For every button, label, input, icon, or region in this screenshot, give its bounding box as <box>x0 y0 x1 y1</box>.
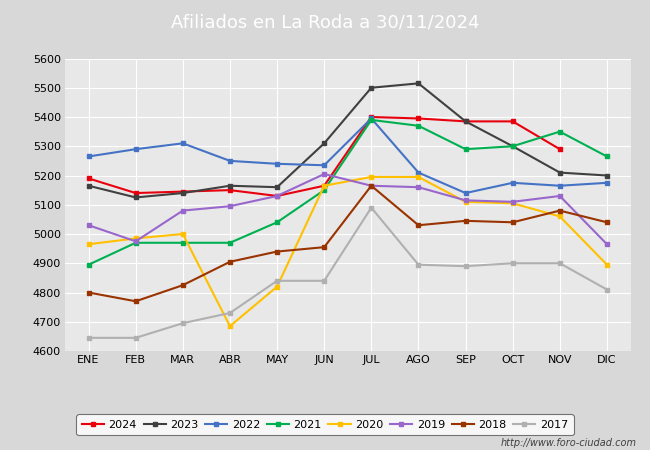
Text: Afiliados en La Roda a 30/11/2024: Afiliados en La Roda a 30/11/2024 <box>171 14 479 32</box>
Legend: 2024, 2023, 2022, 2021, 2020, 2019, 2018, 2017: 2024, 2023, 2022, 2021, 2020, 2019, 2018… <box>76 414 574 436</box>
Text: http://www.foro-ciudad.com: http://www.foro-ciudad.com <box>501 438 637 448</box>
